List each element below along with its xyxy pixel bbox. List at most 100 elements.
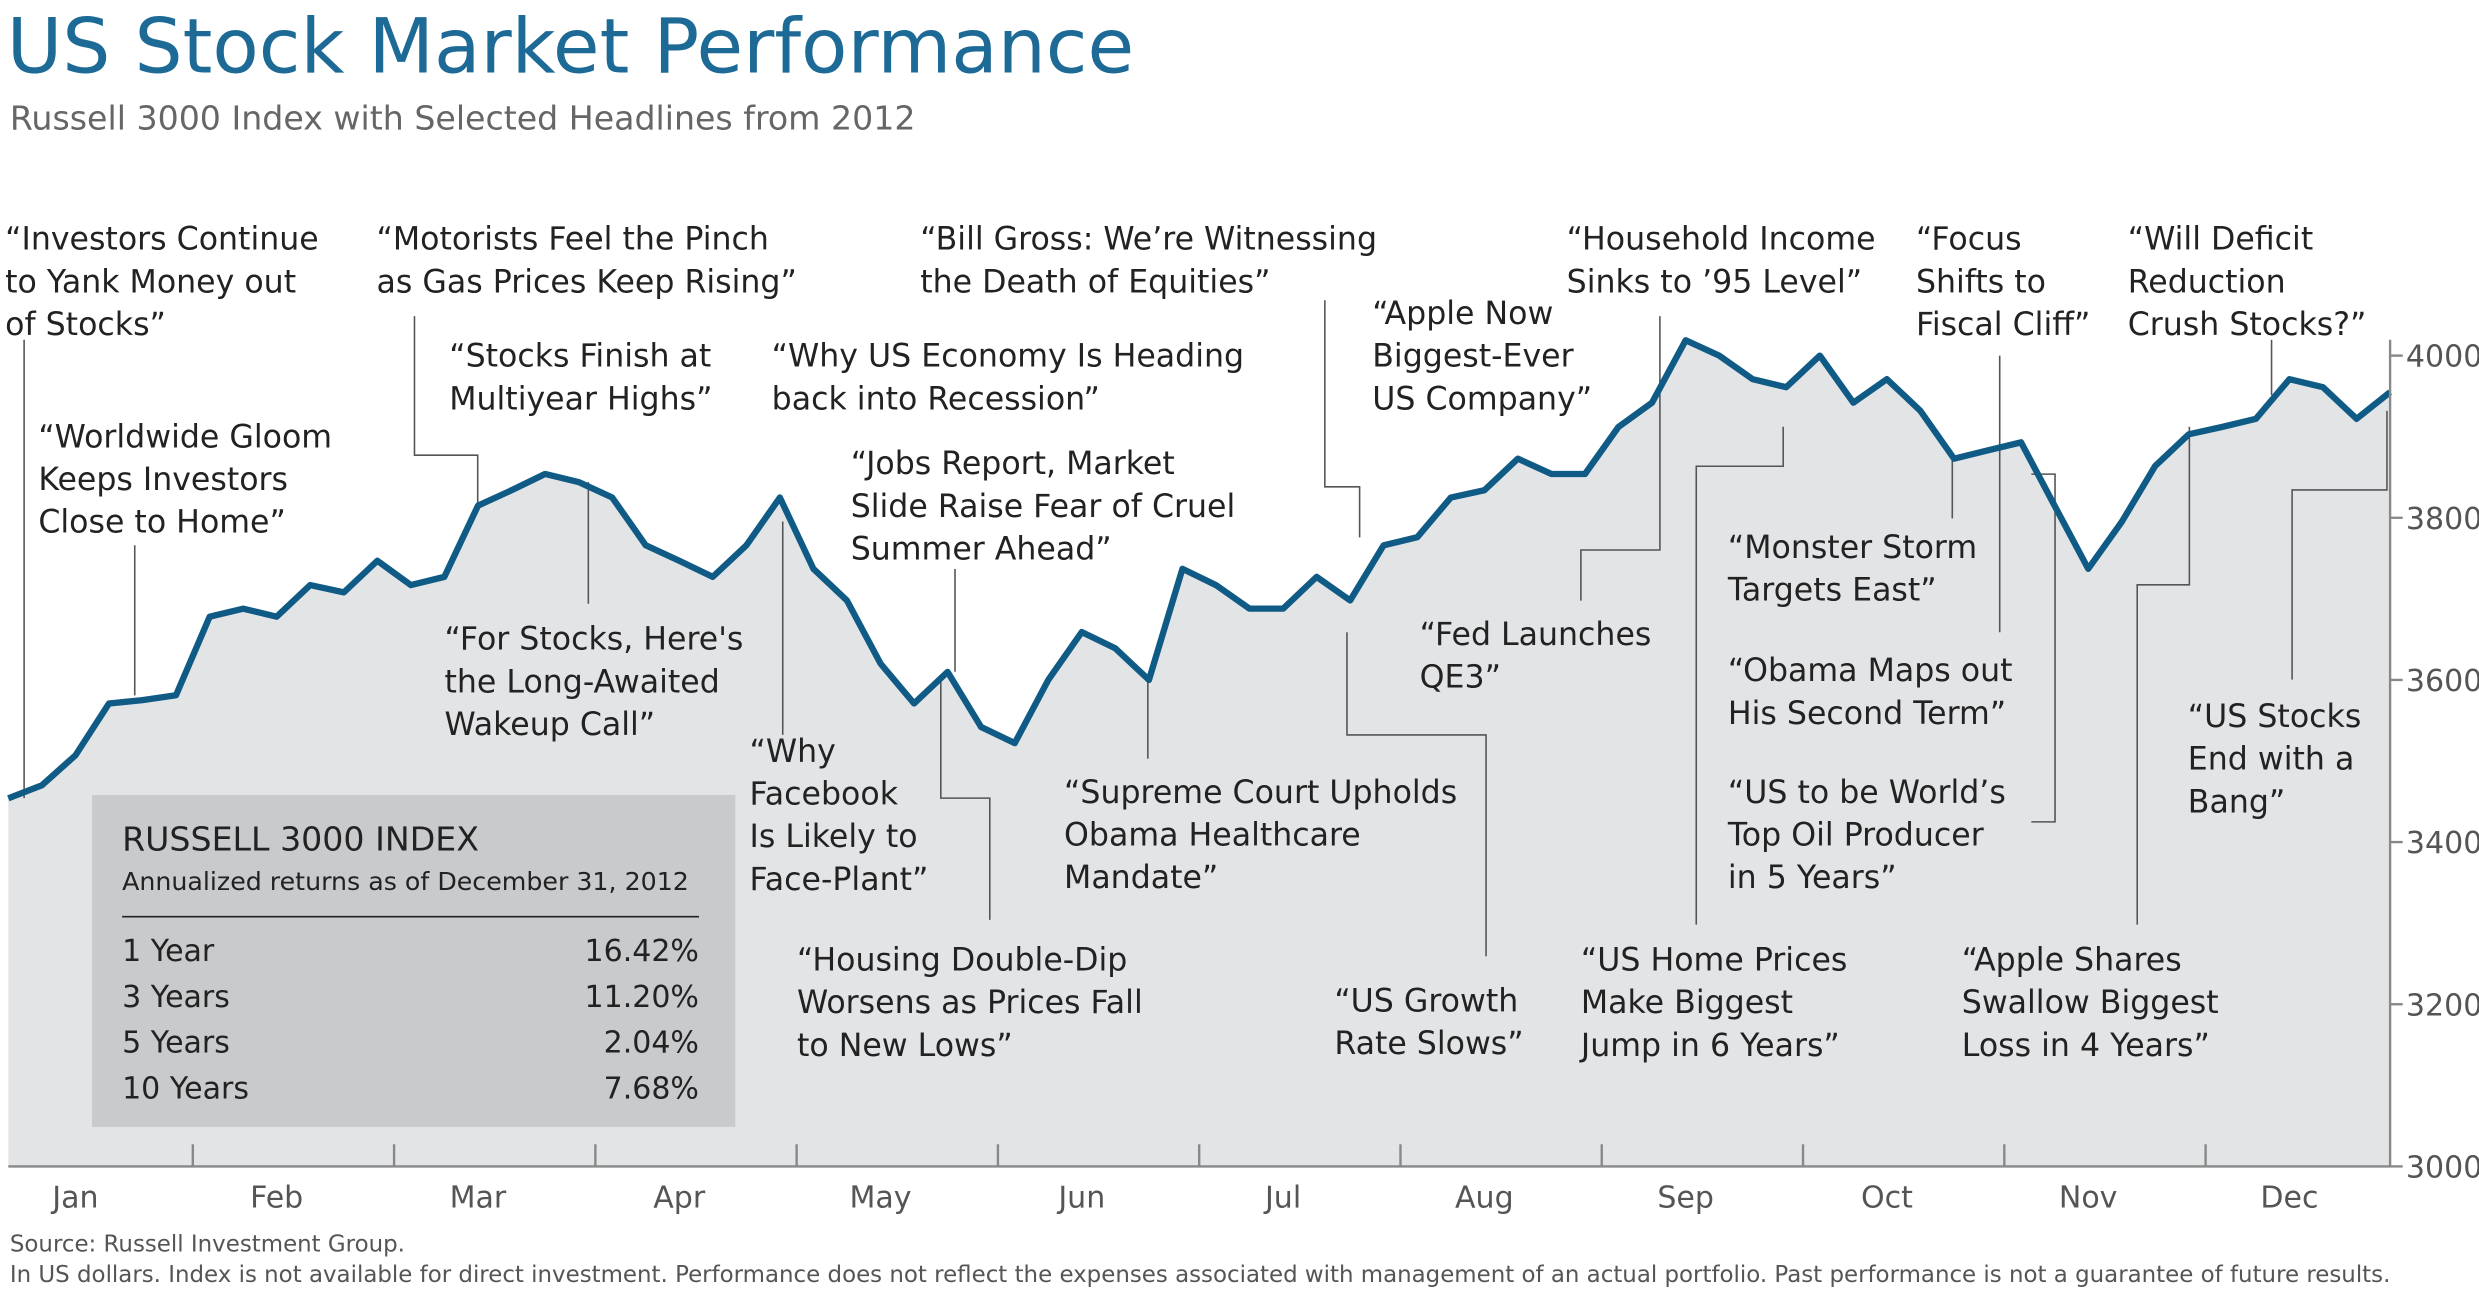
annotation: Multiyear Highs”: [449, 381, 712, 417]
x-tick-label: Jan: [50, 1180, 98, 1215]
x-tick-label: Jun: [1056, 1180, 1105, 1215]
y-tick-label: 3600: [2406, 664, 2479, 699]
annotation: “Why US Economy Is Heading: [772, 339, 1244, 375]
annotation: Obama Healthcare: [1064, 818, 1361, 854]
series-line: [7, 337, 2393, 802]
leader-line: [1580, 316, 1661, 601]
source: Source: Russell Investment Group.: [10, 1232, 405, 1258]
annotation: “Obama Maps out: [1728, 653, 2013, 689]
inset-label: 1 Year: [122, 934, 215, 969]
annotation: Facebook: [750, 776, 899, 812]
annotation: Crush Stocks?”: [2128, 307, 2367, 343]
inset-label: 3 Years: [122, 980, 230, 1015]
chart-title: US Stock Market Performance: [7, 3, 1134, 91]
annotation: “Bill Gross: We’re Witnessing: [920, 222, 1377, 258]
annotation: “Focus: [1916, 222, 2022, 258]
y-tick-label: 3200: [2406, 988, 2479, 1023]
annotation: Loss in 4 Years”: [1962, 1028, 2210, 1064]
annotation: “US Growth: [1334, 984, 1518, 1020]
x-tick-label: Feb: [250, 1180, 303, 1215]
annotation: “Why: [750, 734, 836, 770]
annotation: “Investors Continue: [5, 222, 319, 258]
annotation: Slide Raise Fear of Cruel: [851, 489, 1236, 525]
inset-label: 10 Years: [122, 1071, 249, 1106]
x-tick-label: Nov: [2059, 1180, 2118, 1215]
annotation: “Apple Now: [1372, 296, 1553, 332]
x-tick-label: May: [849, 1180, 911, 1215]
annotation: back into Recession”: [772, 381, 1100, 417]
annotation: as Gas Prices Keep Rising”: [377, 264, 797, 300]
annotation: “Household Income: [1567, 222, 1876, 258]
annotation: Biggest-Ever: [1372, 339, 1573, 375]
annotation: Face-Plant”: [750, 862, 929, 898]
annotation: “Fed Launches: [1420, 617, 1652, 653]
annotation: “Jobs Report, Market: [851, 446, 1175, 482]
annotation: “Worldwide Gloom: [38, 419, 332, 455]
annotation: to New Lows”: [797, 1028, 1013, 1064]
annotation: Worsens as Prices Fall: [797, 985, 1143, 1021]
annotation: Mandate”: [1064, 860, 1218, 896]
annotation: “US to be World’s: [1728, 775, 2006, 811]
leader-line: [1324, 300, 1361, 538]
annotation: End with a: [2188, 742, 2355, 778]
inset-box: [92, 794, 736, 1127]
annotation: to Yank Money out: [5, 264, 296, 300]
annotation: the Long-Awaited: [445, 664, 720, 700]
annotation: Jump in 6 Years”: [1579, 1028, 1840, 1064]
annotation: “Apple Shares: [1962, 942, 2182, 978]
annotation: Shifts to: [1916, 264, 2046, 300]
annotation: Close to Home”: [38, 505, 286, 541]
annotation: “Stocks Finish at: [449, 339, 711, 375]
annotation: “Housing Double-Dip: [797, 942, 1127, 978]
leader-line: [939, 679, 991, 920]
x-tick-label: Jul: [1263, 1180, 1301, 1215]
x-tick-label: Oct: [1861, 1180, 1913, 1215]
annotation: Is Likely to: [750, 819, 918, 855]
annotation: Sinks to ’95 Level”: [1567, 264, 1862, 300]
annotation: Rate Slows”: [1334, 1026, 1523, 1062]
footnote: In US dollars. Index is not available fo…: [10, 1262, 2391, 1288]
annotation: Reduction: [2128, 264, 2286, 300]
leader-line: [2031, 473, 2056, 823]
y-tick-label: 3000: [2406, 1150, 2479, 1185]
annotation: Bang”: [2188, 784, 2285, 820]
annotation: “Will Deficit: [2128, 222, 2314, 258]
x-tick-label: Sep: [1657, 1180, 1714, 1215]
annotation: Targets East”: [1727, 573, 1937, 609]
inset-subtitle: Annualized returns as of December 31, 20…: [122, 867, 689, 896]
annotation: “US Home Prices: [1581, 942, 1847, 978]
annotation: the Death of Equities”: [920, 264, 1270, 300]
annotation: Summer Ahead”: [851, 531, 1112, 567]
annotation: “US Stocks: [2188, 699, 2362, 735]
annotation: “Motorists Feel the Pinch: [377, 222, 769, 258]
y-tick-label: 4000: [2406, 340, 2479, 375]
annotation: “Supreme Court Upholds: [1064, 775, 1457, 811]
annotation: Fiscal Cliff”: [1916, 307, 2090, 343]
leader-line: [1346, 632, 1487, 957]
chart-subtitle: Russell 3000 Index with Selected Headlin…: [10, 99, 916, 138]
annotation: Wakeup Call”: [445, 707, 656, 743]
leader-line: [1695, 426, 1784, 925]
annotation: US Company”: [1372, 381, 1592, 417]
annotation: Keeps Investors: [38, 462, 288, 498]
x-tick-label: Dec: [2260, 1180, 2318, 1215]
leader-line: [413, 316, 479, 506]
leader-line: [2291, 410, 2388, 680]
annotation: of Stocks”: [5, 307, 166, 343]
y-tick-label: 3800: [2406, 502, 2479, 537]
annotation: in 5 Years”: [1728, 860, 1897, 896]
annotation: His Second Term”: [1728, 696, 2006, 732]
annotation: QE3”: [1420, 660, 1501, 696]
inset-value: 11.20%: [585, 980, 699, 1015]
x-tick-label: Aug: [1455, 1180, 1514, 1215]
annotation: “Monster Storm: [1728, 530, 1977, 566]
inset-title: RUSSELL 3000 INDEX: [122, 819, 479, 858]
y-tick-label: 3400: [2406, 826, 2479, 861]
annotation: Top Oil Producer: [1727, 818, 1984, 854]
leader-line: [2136, 426, 2191, 925]
inset-value: 7.68%: [604, 1071, 699, 1106]
inset-label: 5 Years: [122, 1026, 230, 1061]
inset-value: 16.42%: [585, 934, 699, 969]
annotation: “For Stocks, Here's: [445, 622, 744, 658]
